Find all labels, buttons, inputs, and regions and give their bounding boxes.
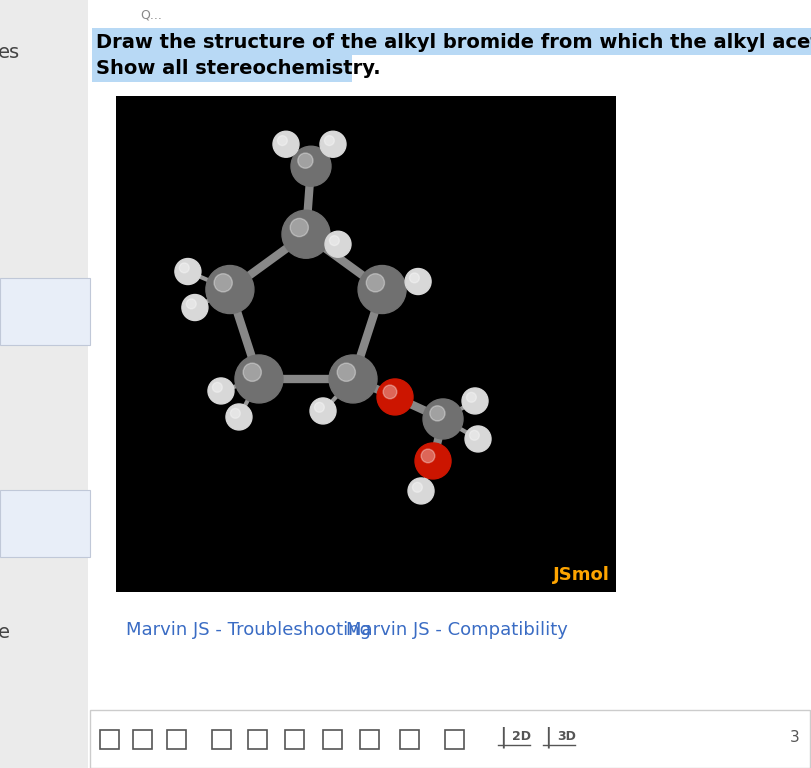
- Circle shape: [186, 299, 196, 309]
- Circle shape: [225, 404, 251, 430]
- Circle shape: [182, 294, 208, 320]
- Circle shape: [376, 379, 413, 415]
- Circle shape: [290, 146, 331, 187]
- Circle shape: [234, 355, 282, 403]
- Circle shape: [212, 382, 222, 392]
- Text: Draw the structure of the alkyl bromide from which the alkyl aceta: Draw the structure of the alkyl bromide …: [96, 34, 811, 52]
- Text: 3D: 3D: [556, 730, 575, 743]
- Circle shape: [466, 392, 476, 402]
- Circle shape: [272, 131, 298, 157]
- Circle shape: [320, 131, 345, 157]
- Circle shape: [314, 402, 324, 412]
- Circle shape: [421, 449, 434, 463]
- Text: Q...: Q...: [139, 8, 161, 21]
- FancyBboxPatch shape: [90, 710, 809, 768]
- Circle shape: [277, 136, 287, 146]
- Circle shape: [423, 399, 462, 439]
- Circle shape: [461, 388, 487, 414]
- FancyBboxPatch shape: [0, 490, 90, 557]
- Circle shape: [429, 406, 444, 421]
- Text: e: e: [0, 623, 10, 641]
- Text: |: |: [543, 727, 551, 748]
- Circle shape: [242, 363, 261, 382]
- FancyBboxPatch shape: [116, 96, 616, 592]
- Text: Marvin JS - Troubleshooting: Marvin JS - Troubleshooting: [126, 621, 371, 639]
- Circle shape: [465, 426, 491, 452]
- Text: JSmol: JSmol: [552, 566, 609, 584]
- Circle shape: [358, 266, 406, 313]
- Circle shape: [230, 409, 240, 419]
- Circle shape: [409, 273, 418, 283]
- Circle shape: [414, 443, 450, 479]
- Circle shape: [214, 273, 232, 292]
- Circle shape: [329, 236, 339, 246]
- Circle shape: [366, 273, 384, 292]
- Circle shape: [328, 355, 376, 403]
- Text: Show all stereochemistry.: Show all stereochemistry.: [96, 59, 380, 78]
- Circle shape: [383, 385, 397, 399]
- Circle shape: [324, 231, 350, 257]
- Circle shape: [407, 478, 434, 504]
- Text: Marvin JS - Compatibility: Marvin JS - Compatibility: [345, 621, 567, 639]
- Circle shape: [206, 266, 254, 313]
- FancyBboxPatch shape: [92, 28, 811, 55]
- Text: es: es: [0, 42, 20, 61]
- Circle shape: [281, 210, 329, 258]
- Circle shape: [469, 430, 478, 440]
- Circle shape: [412, 482, 422, 492]
- FancyBboxPatch shape: [92, 55, 351, 82]
- Text: 3: 3: [789, 730, 799, 744]
- Circle shape: [208, 378, 234, 404]
- Circle shape: [405, 269, 431, 294]
- FancyBboxPatch shape: [0, 278, 90, 345]
- Circle shape: [174, 259, 200, 284]
- Circle shape: [324, 136, 334, 146]
- FancyBboxPatch shape: [88, 0, 811, 768]
- Circle shape: [310, 398, 336, 424]
- Circle shape: [290, 218, 308, 237]
- Circle shape: [179, 263, 189, 273]
- Circle shape: [298, 153, 312, 168]
- FancyBboxPatch shape: [0, 0, 88, 768]
- Text: |: |: [499, 727, 506, 748]
- Text: 2D: 2D: [512, 730, 530, 743]
- Circle shape: [337, 363, 355, 382]
